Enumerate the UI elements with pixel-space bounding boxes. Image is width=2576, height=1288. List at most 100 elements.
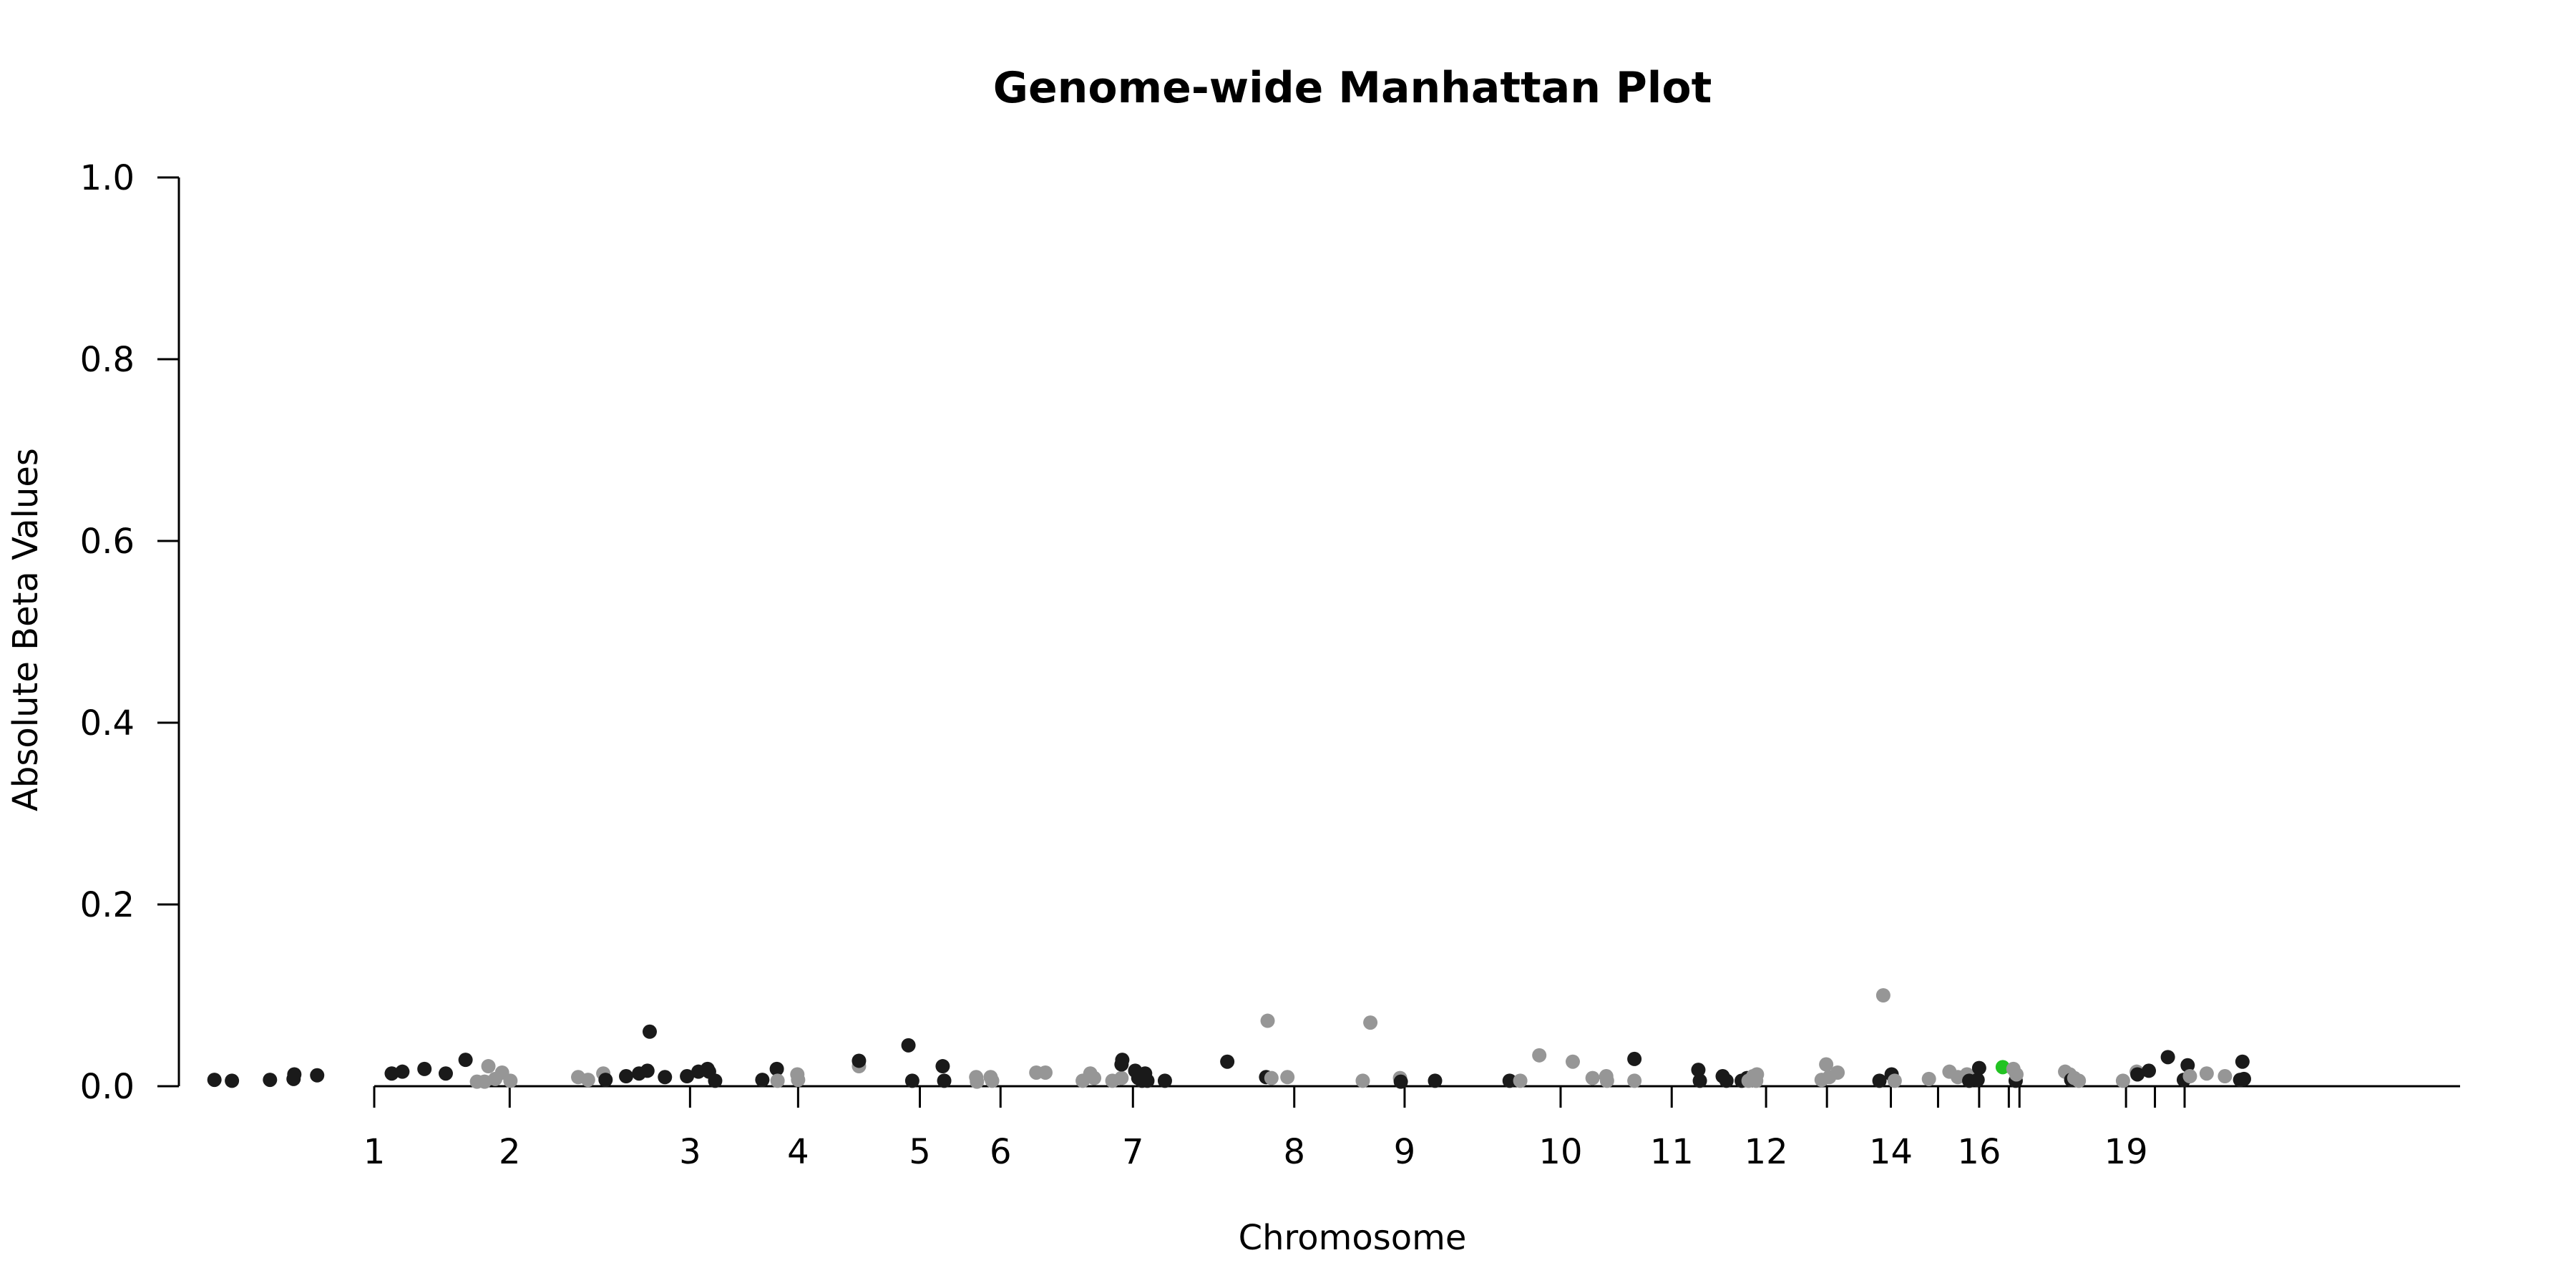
x-tick-label: 5	[909, 1132, 931, 1172]
data-point	[769, 1061, 784, 1076]
data-point	[1393, 1074, 1408, 1089]
data-point	[2199, 1066, 2214, 1081]
data-point	[1875, 988, 1890, 1002]
data-point	[1355, 1073, 1370, 1088]
y-tick-label: 1.0	[80, 158, 135, 198]
data-point	[640, 1063, 655, 1078]
x-tick-label: 8	[1283, 1132, 1305, 1172]
data-point	[2235, 1054, 2250, 1069]
data-point	[225, 1073, 240, 1088]
data-point	[580, 1073, 595, 1088]
data-point	[438, 1066, 453, 1081]
x-tick-label: 7	[1122, 1132, 1144, 1172]
data-point	[1513, 1073, 1528, 1088]
data-point	[1921, 1071, 1936, 1086]
x-axis-label: Chromosome	[1239, 1218, 1467, 1258]
data-points	[207, 988, 2251, 1089]
y-tick-label: 0.8	[80, 340, 135, 380]
data-point	[1114, 1070, 1129, 1085]
data-point	[1115, 1053, 1130, 1068]
data-point	[2130, 1067, 2145, 1082]
data-point	[310, 1068, 325, 1083]
data-point	[904, 1073, 919, 1088]
data-point	[755, 1073, 770, 1088]
data-point	[2072, 1073, 2087, 1088]
y-axis-label: Absolute Beta Values	[6, 448, 46, 811]
data-point	[1585, 1070, 1600, 1085]
data-point	[1887, 1073, 1902, 1088]
data-point	[791, 1073, 806, 1088]
data-point	[417, 1061, 432, 1076]
x-tick-label: 6	[990, 1132, 1012, 1172]
y-tick-label: 0.6	[80, 522, 135, 562]
data-point	[680, 1069, 695, 1084]
data-point	[1157, 1073, 1172, 1088]
data-point	[1819, 1057, 1834, 1072]
data-point	[2009, 1067, 2024, 1082]
data-point	[1532, 1048, 1547, 1063]
y-tick-label: 0.4	[80, 703, 135, 743]
data-point	[263, 1073, 278, 1088]
data-point	[1691, 1063, 1706, 1078]
data-point	[770, 1073, 785, 1088]
y-tick-label: 0.2	[80, 885, 135, 925]
data-point	[1627, 1073, 1642, 1088]
data-point	[1599, 1073, 1614, 1088]
data-point	[1565, 1054, 1580, 1069]
data-point	[207, 1073, 222, 1088]
x-tick-label: 19	[2104, 1132, 2148, 1172]
data-point	[1038, 1065, 1053, 1080]
x-tick-label: 1	[364, 1132, 386, 1172]
data-point	[1264, 1070, 1279, 1085]
data-point	[1087, 1070, 1102, 1085]
data-point	[1970, 1073, 1985, 1088]
data-point	[642, 1024, 657, 1039]
data-point	[1830, 1065, 1845, 1080]
data-point	[1627, 1051, 1642, 1066]
data-point	[937, 1073, 952, 1088]
data-point	[658, 1070, 673, 1085]
chart-title: Genome-wide Manhattan Plot	[993, 63, 1712, 113]
data-point	[1280, 1070, 1295, 1085]
data-point	[481, 1059, 496, 1074]
x-axis: 1 2 3 4 5 6 7 8 9 10 11 12 14 16 19	[364, 1085, 2460, 1172]
data-point	[598, 1073, 613, 1088]
data-point	[2160, 1050, 2175, 1065]
data-point	[970, 1074, 985, 1089]
data-point	[1260, 1013, 1275, 1028]
x-tick-label: 9	[1394, 1132, 1416, 1172]
data-point	[2142, 1063, 2157, 1078]
data-point	[395, 1064, 410, 1079]
x-tick-label: 14	[1869, 1132, 1913, 1172]
data-point	[852, 1053, 867, 1068]
data-point	[985, 1073, 1000, 1088]
x-tick-label: 3	[679, 1132, 701, 1172]
data-point	[1872, 1073, 1887, 1088]
data-point	[458, 1053, 473, 1068]
data-point	[384, 1066, 399, 1081]
x-tick-label: 11	[1650, 1132, 1694, 1172]
data-point	[1692, 1073, 1707, 1088]
data-point	[619, 1069, 634, 1084]
data-point	[1363, 1015, 1378, 1030]
x-tick-label: 10	[1538, 1132, 1582, 1172]
data-point	[287, 1067, 302, 1082]
x-tick-label: 12	[1745, 1132, 1788, 1172]
data-point	[1995, 1060, 2010, 1075]
data-point	[2218, 1069, 2233, 1084]
data-point	[1719, 1073, 1734, 1088]
x-tick-label: 4	[787, 1132, 809, 1172]
data-point	[1428, 1073, 1443, 1088]
data-point	[1750, 1067, 1765, 1082]
x-tick-label: 16	[1957, 1132, 2001, 1172]
data-point	[2182, 1069, 2197, 1084]
data-point	[503, 1073, 518, 1088]
y-axis: 0.0 0.2 0.4 0.6 0.8 1.0	[80, 158, 180, 1107]
data-point	[1220, 1054, 1235, 1069]
y-tick-label: 0.0	[80, 1067, 135, 1107]
data-point	[1140, 1073, 1155, 1088]
data-point	[2236, 1071, 2251, 1086]
data-point	[1971, 1060, 1986, 1075]
